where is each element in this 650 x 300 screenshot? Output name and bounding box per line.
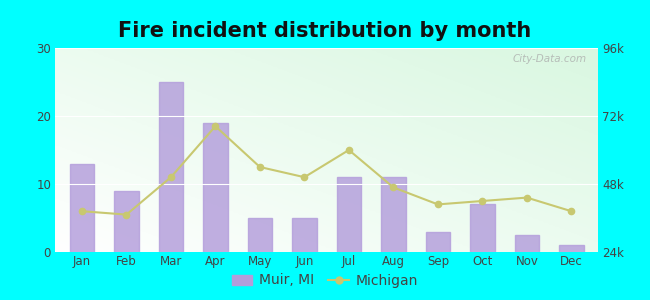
Bar [203,123,227,252]
Bar [114,191,138,252]
Bar [470,204,495,252]
Bar [248,218,272,252]
Bar [515,235,539,252]
Bar [337,177,361,252]
Bar [381,177,406,252]
Text: Fire incident distribution by month: Fire incident distribution by month [118,21,532,41]
Bar [70,164,94,252]
Text: City-Data.com: City-Data.com [513,54,587,64]
Bar [426,232,450,252]
Bar [292,218,317,252]
Legend: Muir, MI, Michigan: Muir, MI, Michigan [226,268,424,293]
Bar [559,245,584,252]
Bar [159,82,183,252]
